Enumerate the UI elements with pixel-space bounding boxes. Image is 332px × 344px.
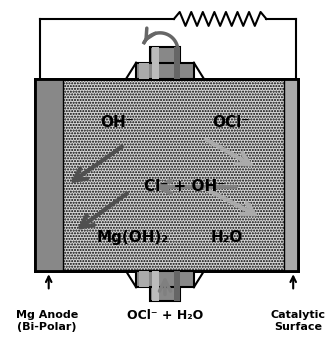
Text: Mg(OH)₂: Mg(OH)₂: [96, 230, 168, 245]
Bar: [136, 271, 194, 287]
Text: Catalytic
Surface: Catalytic Surface: [271, 310, 326, 332]
Text: OCl⁻ + H₂O: OCl⁻ + H₂O: [127, 309, 203, 322]
Bar: [136, 63, 194, 78]
Bar: [139, 63, 149, 78]
Bar: [174, 271, 180, 301]
Bar: [139, 271, 149, 287]
Bar: [35, 78, 298, 271]
Bar: [150, 271, 180, 301]
Bar: [174, 47, 180, 78]
Text: OCl⁻: OCl⁻: [212, 115, 249, 130]
Text: OH⁻: OH⁻: [100, 115, 134, 130]
Text: Cl⁻ + OH⁻: Cl⁻ + OH⁻: [144, 180, 225, 194]
Bar: [152, 271, 159, 301]
Bar: [35, 78, 298, 271]
Bar: [35, 78, 63, 271]
Bar: [284, 78, 298, 271]
Text: H₂O: H₂O: [210, 230, 243, 245]
Bar: [152, 47, 159, 78]
Bar: [150, 47, 180, 78]
Text: Mg Anode
(Bi-Polar): Mg Anode (Bi-Polar): [16, 310, 78, 332]
